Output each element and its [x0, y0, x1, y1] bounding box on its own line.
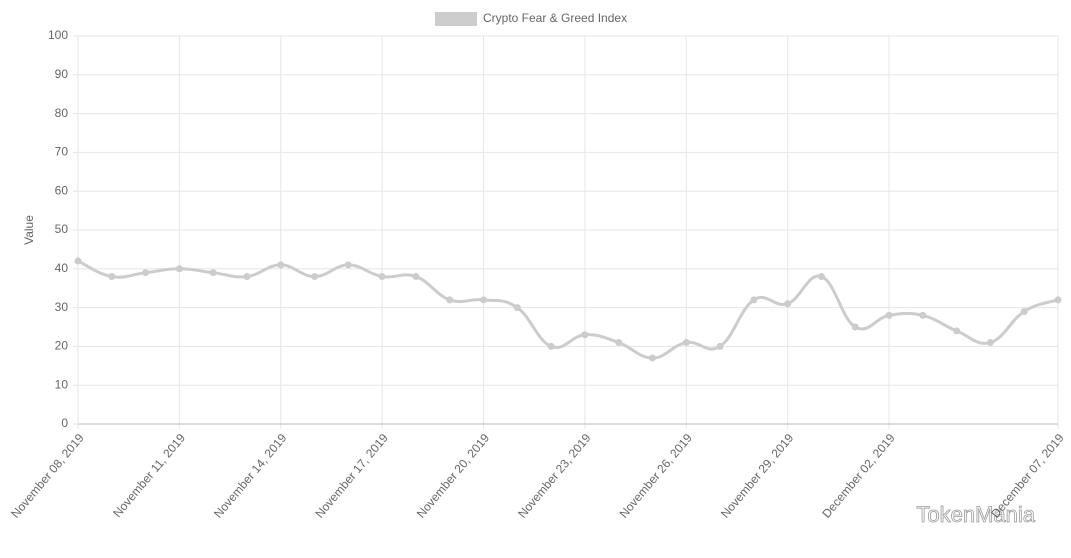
point	[142, 269, 150, 277]
y-tick-label: 40	[55, 261, 69, 275]
x-tick-label: November 17, 2019	[312, 431, 391, 521]
point	[412, 273, 420, 281]
point	[277, 261, 285, 269]
point	[209, 269, 217, 277]
point	[480, 296, 488, 304]
x-tick-label: November 20, 2019	[414, 431, 493, 521]
point	[986, 339, 994, 347]
y-tick-label: 30	[55, 300, 69, 314]
x-tick-label: November 26, 2019	[617, 431, 696, 521]
y-tick-label: 0	[61, 416, 68, 430]
point	[175, 265, 183, 273]
point	[851, 323, 859, 331]
point	[547, 342, 555, 350]
x-tick-label: November 23, 2019	[515, 431, 594, 521]
y-tick-label: 80	[55, 106, 69, 120]
y-tick-label: 60	[55, 183, 69, 197]
watermark: TokenMania	[916, 502, 1035, 527]
y-axis-label: Value	[22, 215, 36, 245]
line	[77, 259, 1059, 360]
y-tick-label: 20	[55, 339, 69, 353]
x-tick-label: November 14, 2019	[211, 431, 290, 521]
point	[648, 354, 656, 362]
y-tick-label: 90	[55, 67, 69, 81]
point	[817, 273, 825, 281]
y-tick-label: 50	[55, 222, 69, 236]
point	[311, 273, 319, 281]
y-tick-label: 100	[48, 28, 68, 42]
point	[919, 311, 927, 319]
point	[682, 339, 690, 347]
x-tick-label: November 11, 2019	[110, 431, 188, 520]
legend-label[interactable]: Crypto Fear & Greed Index	[483, 11, 627, 25]
x-tick-label: December 02, 2019	[819, 431, 898, 521]
point	[1054, 296, 1062, 304]
point	[750, 296, 758, 304]
x-tick-label: November 29, 2019	[718, 431, 797, 521]
point	[784, 300, 792, 308]
point	[344, 261, 352, 269]
point	[953, 327, 961, 335]
x-tick-label: November 08, 2019	[8, 431, 87, 521]
point	[1020, 307, 1028, 315]
point	[581, 331, 589, 339]
point	[716, 342, 724, 350]
point	[615, 339, 623, 347]
point	[446, 296, 454, 304]
y-tick-label: 10	[55, 377, 69, 391]
y-tick-label: 70	[55, 145, 69, 159]
point	[885, 311, 893, 319]
point	[243, 273, 251, 281]
point	[513, 304, 521, 312]
point	[378, 273, 386, 281]
point	[108, 273, 116, 281]
point	[74, 257, 82, 265]
legend-swatch[interactable]	[435, 12, 477, 26]
